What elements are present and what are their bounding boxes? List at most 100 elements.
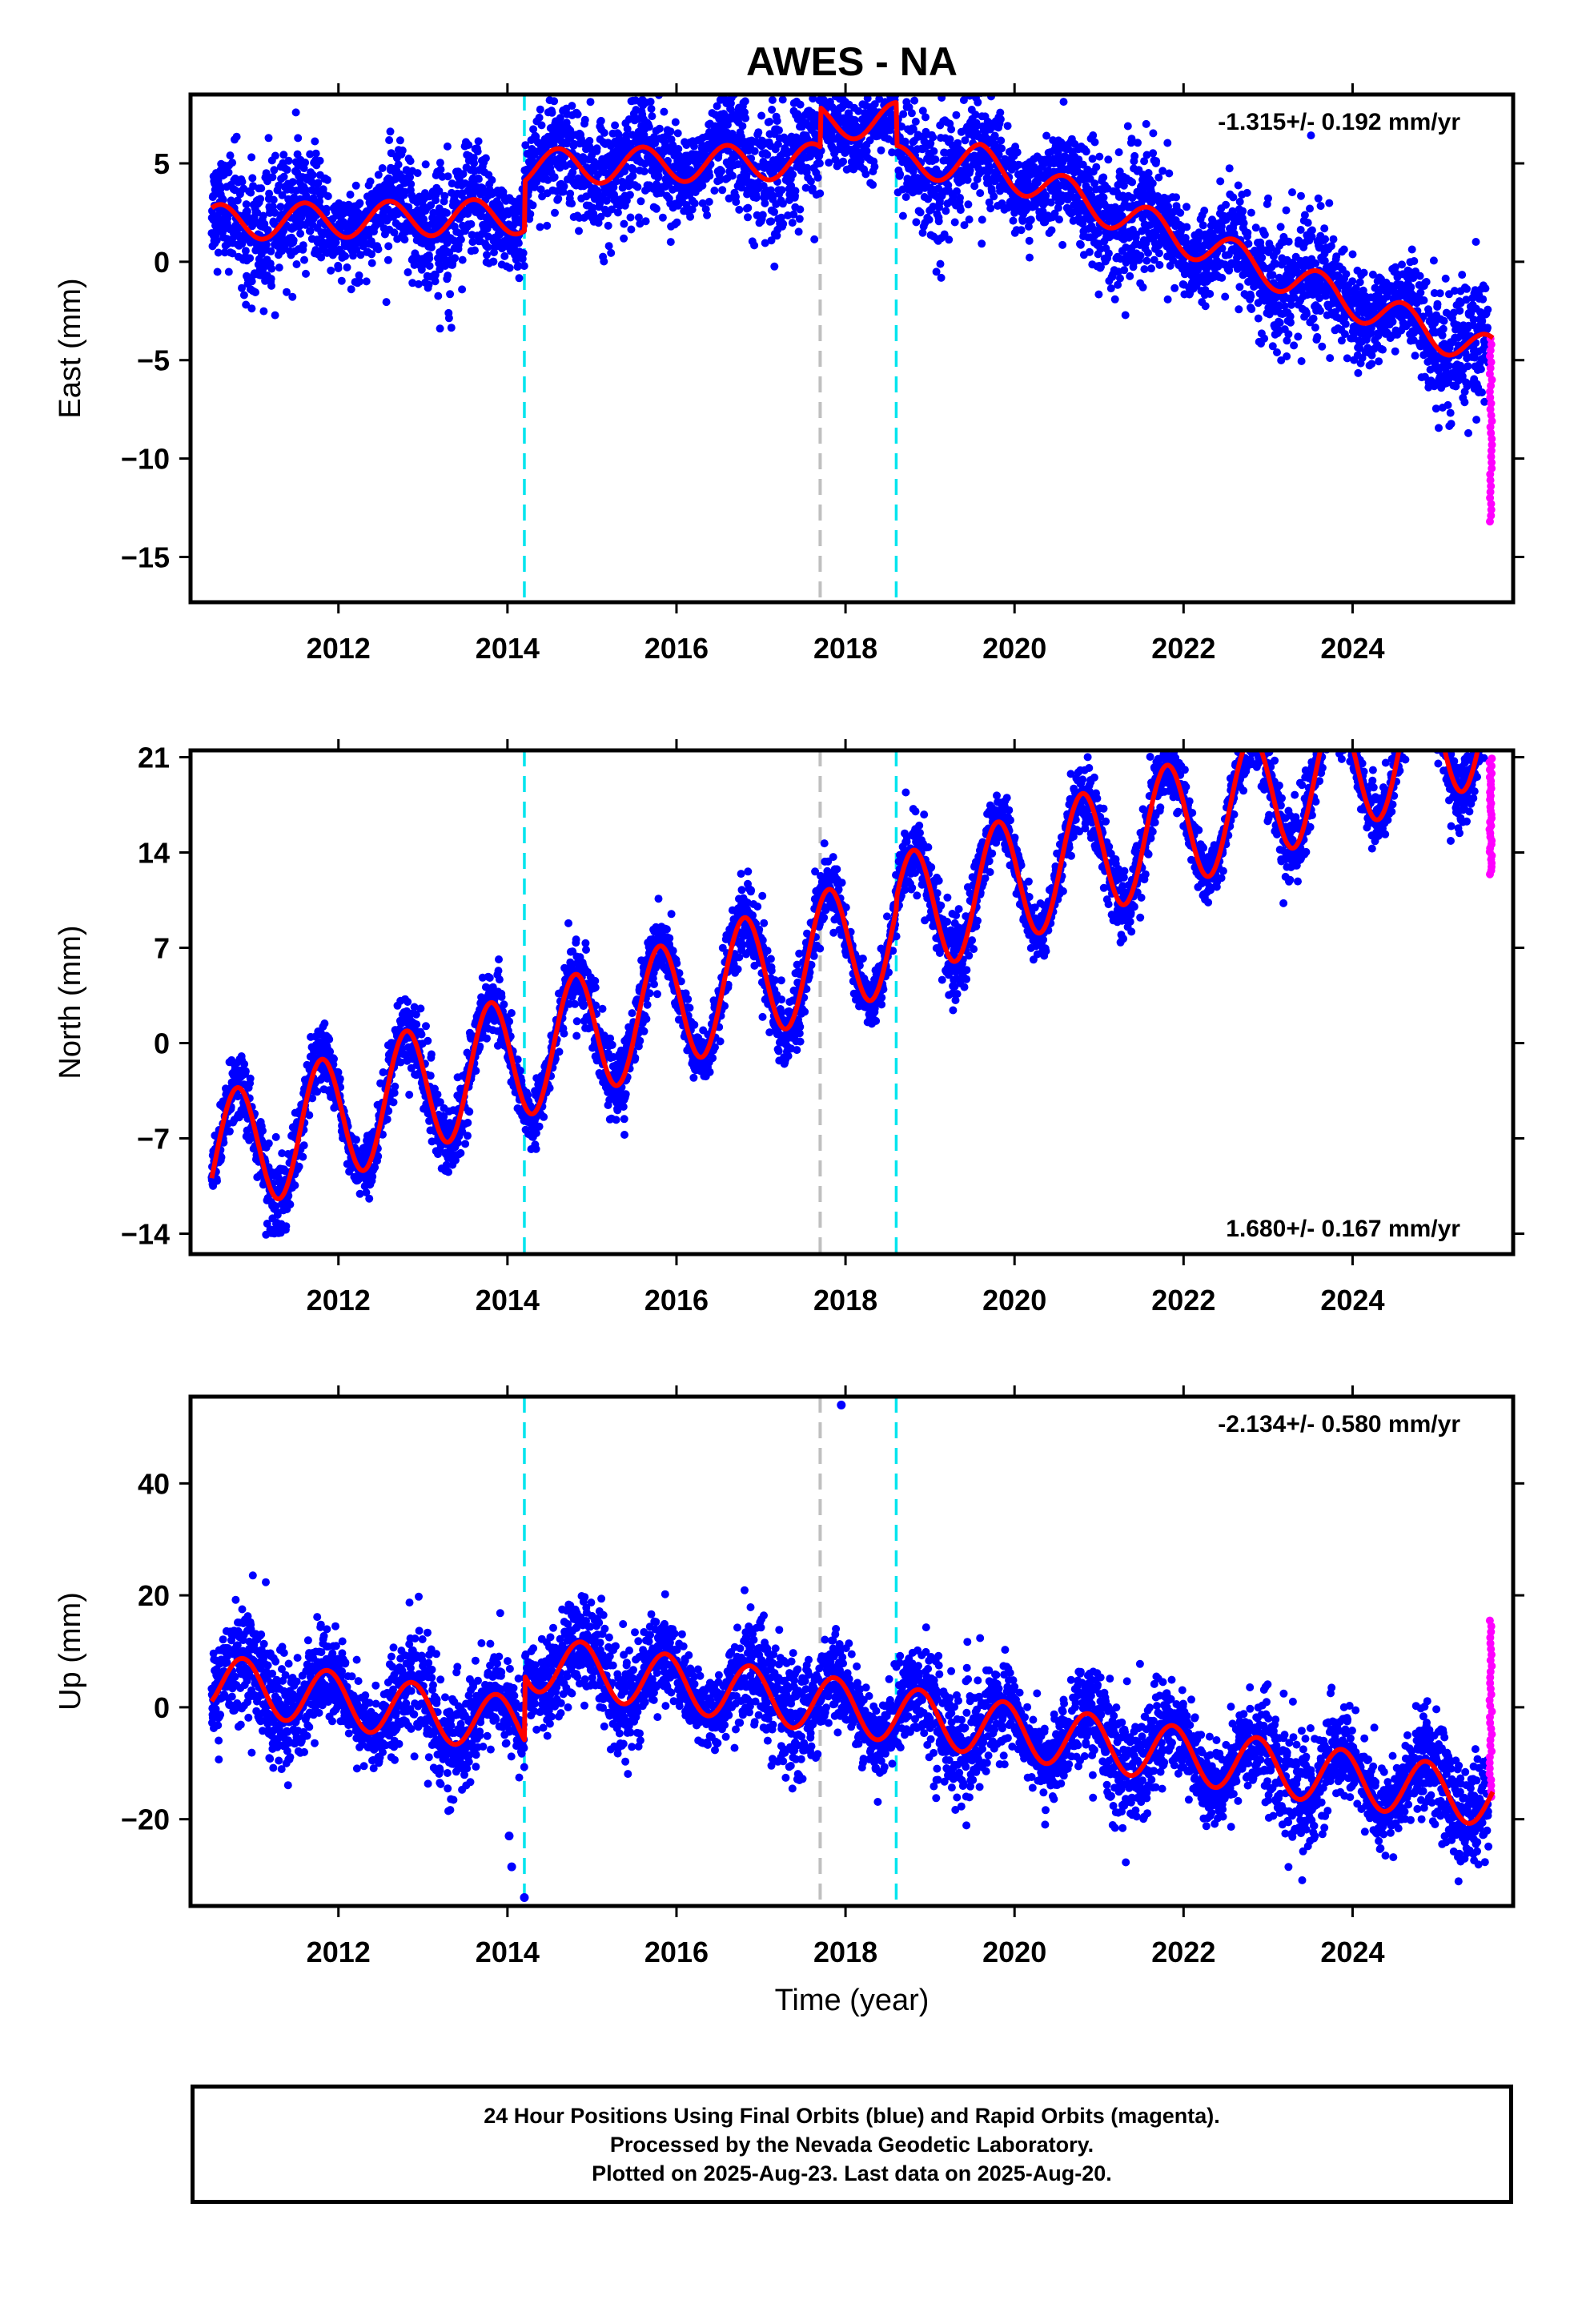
data-point bbox=[726, 76, 734, 84]
data-point bbox=[519, 249, 528, 257]
data-point bbox=[810, 235, 819, 243]
data-point bbox=[1055, 215, 1063, 224]
data-point bbox=[228, 159, 237, 167]
data-point bbox=[247, 153, 256, 162]
data-point bbox=[966, 166, 974, 175]
data-point bbox=[514, 239, 523, 247]
data-point bbox=[1463, 284, 1471, 293]
data-point bbox=[1411, 352, 1419, 360]
data-point bbox=[1147, 264, 1155, 273]
data-point bbox=[394, 160, 403, 169]
data-point bbox=[654, 171, 663, 180]
data-point bbox=[1314, 194, 1323, 203]
data-point bbox=[300, 255, 308, 264]
data-point bbox=[1138, 214, 1147, 223]
data-point bbox=[701, 205, 710, 214]
data-point bbox=[224, 267, 233, 276]
data-point bbox=[217, 1153, 226, 1161]
data-point bbox=[514, 261, 523, 270]
data-point bbox=[436, 324, 444, 333]
data-point bbox=[1170, 283, 1179, 292]
data-point bbox=[1154, 173, 1163, 182]
data-point bbox=[271, 151, 279, 160]
data-point bbox=[1026, 215, 1035, 224]
data-point bbox=[986, 204, 995, 213]
data-point bbox=[777, 213, 785, 222]
data-point bbox=[1277, 356, 1286, 364]
data-point bbox=[247, 188, 255, 197]
data-point bbox=[1149, 129, 1158, 138]
data-point bbox=[921, 113, 930, 122]
data-point bbox=[869, 180, 877, 189]
data-point bbox=[717, 167, 726, 175]
data-point bbox=[241, 247, 250, 255]
data-point bbox=[779, 219, 788, 228]
data-point bbox=[1462, 296, 1471, 304]
y-tick-label: 5 bbox=[154, 147, 170, 180]
data-point bbox=[912, 218, 921, 227]
data-point bbox=[674, 151, 683, 160]
data-point bbox=[560, 182, 568, 191]
data-point bbox=[214, 248, 223, 257]
data-point bbox=[594, 171, 602, 179]
data-point bbox=[768, 106, 777, 114]
data-point bbox=[1435, 289, 1444, 298]
data-point bbox=[586, 98, 595, 107]
data-point bbox=[554, 195, 563, 203]
data-point bbox=[1480, 397, 1489, 406]
data-point bbox=[1446, 408, 1455, 417]
rapid-point bbox=[1486, 493, 1495, 502]
data-point bbox=[1099, 173, 1108, 182]
data-point bbox=[1116, 274, 1124, 283]
data-point bbox=[978, 239, 986, 248]
data-point bbox=[239, 291, 248, 300]
data-point bbox=[1128, 194, 1137, 203]
data-point bbox=[1407, 283, 1415, 292]
data-point bbox=[651, 139, 660, 147]
data-point bbox=[789, 170, 797, 179]
data-point bbox=[1235, 197, 1244, 206]
data-point bbox=[420, 215, 428, 223]
data-point bbox=[1034, 173, 1042, 182]
data-point bbox=[1420, 372, 1429, 381]
data-point bbox=[869, 86, 877, 94]
data-point bbox=[986, 163, 994, 172]
data-point bbox=[1321, 235, 1330, 243]
data-point bbox=[1144, 248, 1152, 257]
rapid-point bbox=[1485, 369, 1494, 378]
data-point bbox=[795, 215, 804, 223]
data-point bbox=[1303, 219, 1312, 227]
data-point bbox=[820, 83, 828, 91]
data-point bbox=[404, 203, 413, 211]
data-point bbox=[292, 260, 301, 268]
data-point bbox=[803, 163, 812, 172]
data-point bbox=[551, 208, 559, 217]
data-point bbox=[528, 201, 537, 210]
data-point bbox=[1407, 245, 1416, 254]
data-point bbox=[1283, 352, 1291, 360]
x-tick-label: 2014 bbox=[476, 632, 540, 665]
x-tick-label: 2012 bbox=[307, 632, 371, 665]
data-point bbox=[1073, 83, 1081, 91]
data-point bbox=[573, 110, 582, 119]
data-point bbox=[623, 125, 632, 133]
data-point bbox=[1083, 165, 1092, 174]
data-point bbox=[483, 251, 491, 259]
data-point bbox=[752, 194, 761, 202]
data-point bbox=[950, 218, 959, 227]
data-point bbox=[267, 281, 275, 290]
data-point bbox=[1235, 305, 1243, 314]
data-point bbox=[1058, 240, 1067, 249]
data-point bbox=[1121, 311, 1130, 320]
data-point bbox=[956, 206, 965, 215]
data-point bbox=[620, 219, 628, 228]
data-point bbox=[812, 111, 821, 119]
data-point bbox=[612, 177, 620, 186]
data-point bbox=[232, 132, 241, 141]
final-orbit-points bbox=[207, 750, 1488, 1239]
data-point bbox=[406, 173, 415, 182]
data-point bbox=[765, 118, 774, 126]
data-point bbox=[1142, 119, 1150, 128]
data-point bbox=[757, 111, 766, 120]
data-point bbox=[474, 175, 483, 183]
